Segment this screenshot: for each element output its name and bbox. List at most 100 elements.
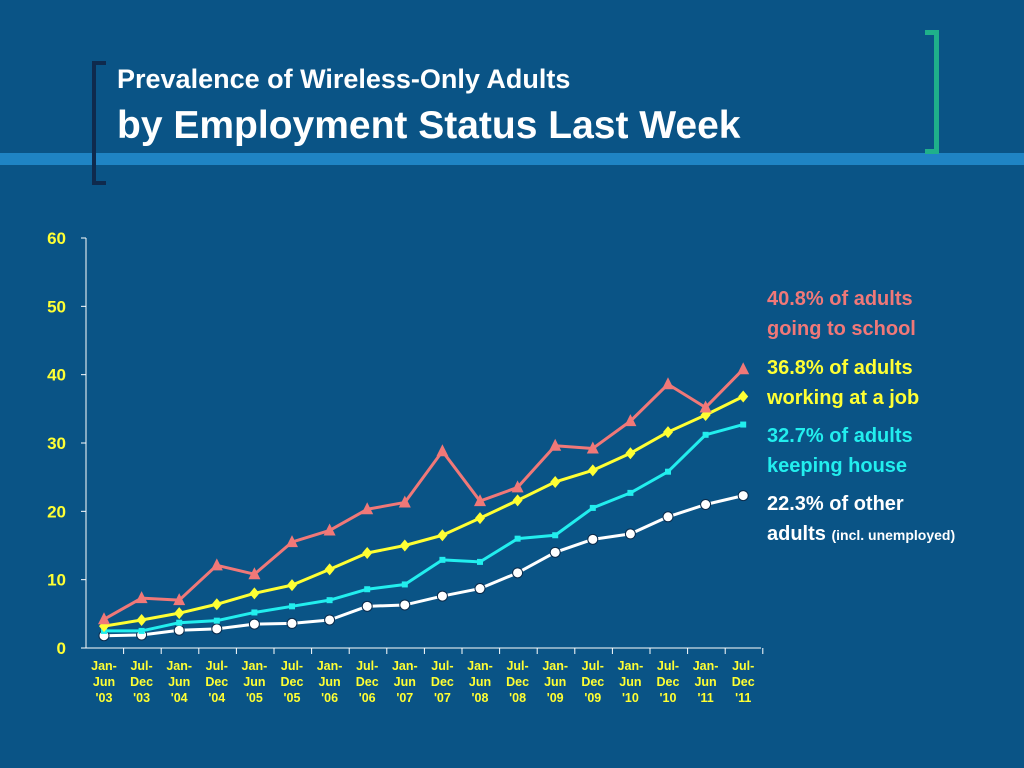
x-tick-label: Jan-Jun '07	[392, 659, 418, 705]
data-point-circle	[211, 623, 223, 635]
data-point-circle	[624, 528, 636, 540]
data-point-square	[665, 468, 671, 475]
x-tick-label: Jan-Jun '10	[618, 659, 644, 705]
data-point-diamond	[324, 563, 335, 576]
data-point-triangle	[248, 567, 261, 580]
data-point-triangle	[210, 558, 223, 571]
x-tick-label: Jan-Jun '08	[467, 659, 493, 705]
y-tick-label: 30	[47, 434, 66, 453]
series-line-square	[104, 423, 744, 633]
data-point-diamond	[625, 447, 636, 460]
legend-house-line2: keeping house	[767, 455, 908, 477]
data-point-diamond	[550, 475, 561, 488]
data-point-square	[251, 609, 258, 616]
data-point-square	[514, 535, 521, 542]
data-point-square	[740, 421, 747, 428]
data-point-triangle	[699, 400, 712, 413]
data-point-circle	[436, 590, 448, 602]
data-point-triangle	[737, 362, 750, 375]
data-point-triangle	[624, 414, 637, 427]
data-point-diamond	[211, 598, 222, 611]
data-point-triangle	[436, 444, 449, 457]
right-bracket-decoration	[925, 30, 939, 154]
data-point-circle	[737, 490, 749, 502]
data-point-diamond	[399, 539, 410, 552]
legend-job-line2: working at a job	[767, 387, 920, 409]
data-point-circle	[700, 499, 712, 510]
x-tick-label: Jul-Dec '06	[356, 659, 379, 705]
x-tick-label: Jul-Dec '09	[581, 659, 604, 705]
x-tick-label: Jul-Dec '03	[130, 659, 153, 705]
data-point-triangle	[135, 591, 148, 604]
legend-entry-other: 22.3% of other adults (incl. unemployed)	[767, 489, 955, 550]
data-point-square	[176, 619, 183, 626]
x-tick-label: Jan-Jun '09	[542, 659, 568, 705]
data-point-circle	[248, 618, 260, 630]
data-point-triangle	[474, 494, 486, 507]
data-point-square	[326, 597, 333, 604]
data-point-circle	[512, 567, 524, 579]
legend-other-line2-wrap: adults (incl. unemployed)	[767, 519, 955, 550]
data-point-diamond	[437, 529, 448, 542]
data-point-circle	[474, 583, 486, 595]
y-tick-label: 0	[57, 639, 66, 658]
x-tick-label: Jul-Dec '04	[205, 659, 228, 705]
data-point-diamond	[738, 390, 749, 403]
legend-entry-school: 40.8% of adults going to school	[767, 284, 916, 344]
data-point-circle	[173, 624, 185, 636]
data-point-square	[589, 504, 596, 511]
header-stripe	[0, 153, 1024, 165]
data-point-triangle	[586, 441, 599, 454]
x-tick-label: Jan-Jun '03	[91, 659, 117, 705]
data-point-triangle	[398, 495, 411, 508]
y-tick-label: 40	[47, 366, 66, 385]
legend-job-line1: 36.8% of adults	[767, 357, 913, 379]
data-point-triangle	[361, 502, 374, 515]
data-point-triangle	[662, 377, 674, 390]
data-point-triangle	[286, 535, 298, 548]
slide-title-line1: Prevalence of Wireless-Only Adults	[117, 64, 571, 94]
legend-other-line1: 22.3% of other	[767, 493, 904, 515]
data-point-circle	[361, 600, 373, 612]
data-point-square	[702, 431, 709, 438]
data-point-diamond	[362, 547, 373, 560]
legend-house-line1: 32.7% of adults	[767, 425, 913, 447]
data-point-square	[401, 581, 408, 588]
x-tick-label: Jan-Jun '05	[242, 659, 268, 705]
data-point-diamond	[663, 426, 673, 439]
data-point-triangle	[98, 612, 110, 625]
legend-entry-house: 32.7% of adults keeping house	[767, 421, 913, 481]
data-point-triangle	[323, 523, 336, 536]
data-point-diamond	[287, 579, 297, 592]
x-tick-label: Jul-Dec '11	[732, 659, 755, 705]
left-bracket-decoration	[92, 61, 106, 185]
data-point-square	[289, 603, 295, 610]
data-point-diamond	[475, 512, 485, 525]
data-point-circle	[286, 617, 298, 629]
data-point-triangle	[173, 593, 186, 606]
data-point-square	[138, 627, 145, 634]
data-point-square	[477, 558, 483, 565]
y-tick-label: 20	[47, 502, 66, 521]
x-tick-label: Jul-Dec '08	[506, 659, 529, 705]
legend-other-note: (incl. unemployed)	[831, 527, 956, 543]
data-point-circle	[587, 533, 599, 545]
data-point-diamond	[136, 613, 147, 626]
legend-school-line1: 40.8% of adults	[767, 288, 913, 310]
data-point-diamond	[249, 587, 260, 600]
series-line-diamond	[103, 395, 744, 628]
data-point-square	[627, 489, 634, 496]
data-point-diamond	[512, 494, 523, 507]
series-line-circle	[103, 494, 744, 638]
data-point-circle	[549, 546, 561, 558]
data-point-circle	[662, 511, 674, 523]
data-point-circle	[399, 599, 411, 611]
slide-title-line2: by Employment Status Last Week	[117, 104, 741, 147]
y-tick-label: 60	[47, 229, 66, 248]
series-line-triangle	[103, 368, 745, 621]
legend-other-line2: adults	[767, 523, 826, 545]
data-point-triangle	[549, 438, 562, 451]
data-point-square	[364, 586, 371, 593]
x-tick-label: Jul-Dec '05	[281, 659, 304, 705]
